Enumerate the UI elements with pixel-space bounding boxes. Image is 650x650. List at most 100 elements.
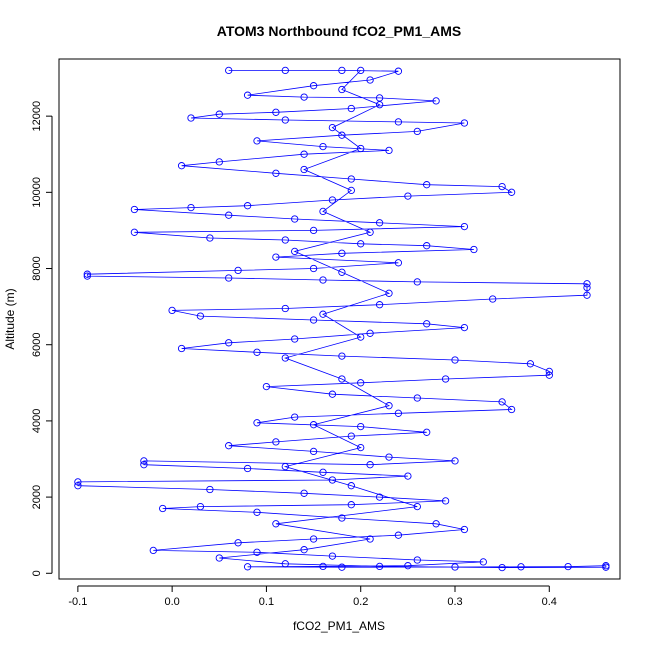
- data-point: [272, 520, 280, 528]
- data-point: [225, 339, 233, 347]
- data-point: [319, 310, 327, 318]
- data-point: [225, 66, 233, 75]
- data-point: [394, 259, 403, 267]
- data-point: [338, 66, 346, 75]
- data-point: [413, 127, 421, 136]
- data-point: [243, 91, 252, 99]
- data-point: [74, 478, 82, 486]
- data-point: [253, 348, 261, 356]
- data-point: [357, 422, 365, 431]
- data-point: [338, 268, 346, 276]
- data-point: [498, 563, 506, 572]
- data-point: [149, 546, 157, 555]
- data-point: [423, 181, 431, 189]
- data-point: [177, 162, 186, 170]
- data-point: [460, 323, 469, 332]
- data-point: [394, 531, 403, 539]
- data-point: [281, 66, 289, 75]
- data-point: [517, 563, 525, 571]
- data-point: [498, 182, 506, 191]
- data-point: [338, 249, 346, 257]
- data-point: [234, 266, 242, 275]
- data-point: [385, 453, 393, 461]
- data-point: [319, 562, 327, 571]
- x-tick-label: 0.4: [542, 596, 557, 608]
- data-point: [281, 236, 289, 244]
- data-point: [460, 222, 469, 231]
- data-point: [375, 562, 384, 571]
- data-point: [177, 344, 186, 353]
- data-point: [338, 514, 346, 522]
- data-point: [347, 432, 355, 440]
- data-point: [140, 457, 148, 465]
- data-point: [253, 419, 261, 427]
- data-point: [451, 356, 459, 364]
- y-tick-label: 12000: [31, 101, 43, 132]
- data-point: [243, 202, 252, 210]
- data-point: [583, 283, 591, 292]
- data-point: [432, 97, 440, 105]
- data-point: [309, 82, 318, 90]
- data-point: [253, 137, 261, 145]
- data-point: [451, 563, 459, 571]
- data-point: [196, 312, 205, 320]
- data-point: [243, 464, 252, 473]
- data-point: [423, 242, 431, 250]
- data-point: [366, 535, 374, 543]
- data-point: [347, 175, 355, 183]
- x-tick-label: -0.1: [68, 596, 87, 608]
- data-point: [338, 352, 346, 360]
- data-point: [168, 306, 176, 315]
- data-point: [413, 278, 421, 286]
- y-tick-label: 0: [31, 570, 43, 576]
- data-point: [300, 546, 308, 554]
- data-point: [338, 375, 346, 383]
- data-point: [338, 131, 346, 139]
- y-axis-label: Altitude (m): [3, 288, 17, 349]
- data-point: [394, 118, 403, 126]
- data-point: [243, 563, 252, 571]
- data-point: [319, 142, 327, 151]
- data-point: [338, 563, 346, 571]
- data-point: [291, 247, 299, 256]
- data-point: [404, 192, 412, 200]
- data-point: [545, 367, 553, 376]
- data-point: [319, 207, 327, 216]
- data-point: [281, 116, 289, 124]
- data-point: [366, 228, 374, 236]
- plot-frame: [58, 58, 621, 580]
- x-axis: -0.1 0.0 0.1 0.2 0.3 0.4: [68, 585, 557, 608]
- data-point: [291, 215, 299, 223]
- data-point: [196, 502, 205, 511]
- data-point: [357, 66, 365, 75]
- data-point: [413, 556, 421, 564]
- data-point: [385, 146, 393, 155]
- data-point: [140, 461, 148, 469]
- data-point: [272, 438, 280, 446]
- data-point: [328, 552, 337, 560]
- data-point: [385, 402, 393, 410]
- data-point: [347, 186, 355, 195]
- y-axis: 0 2000 4000 6000 8000 10000 12000: [31, 101, 53, 576]
- data-point: [262, 382, 271, 391]
- data-point: [328, 196, 337, 204]
- data-point: [319, 468, 327, 476]
- data-point: [309, 226, 318, 235]
- data-point: [460, 119, 469, 127]
- data-point: [404, 562, 412, 570]
- data-point: [300, 489, 308, 497]
- data-point: [375, 101, 384, 109]
- data-point: [394, 67, 403, 75]
- data-point: [272, 169, 280, 177]
- data-point: [602, 563, 610, 571]
- data-point: [272, 108, 280, 116]
- y-tick-label: 6000: [31, 332, 43, 356]
- data-point: [423, 320, 431, 328]
- data-point: [215, 554, 223, 562]
- data-point: [281, 560, 289, 568]
- data-point: [498, 398, 506, 406]
- data-point: [83, 270, 91, 278]
- data-point: [366, 329, 374, 337]
